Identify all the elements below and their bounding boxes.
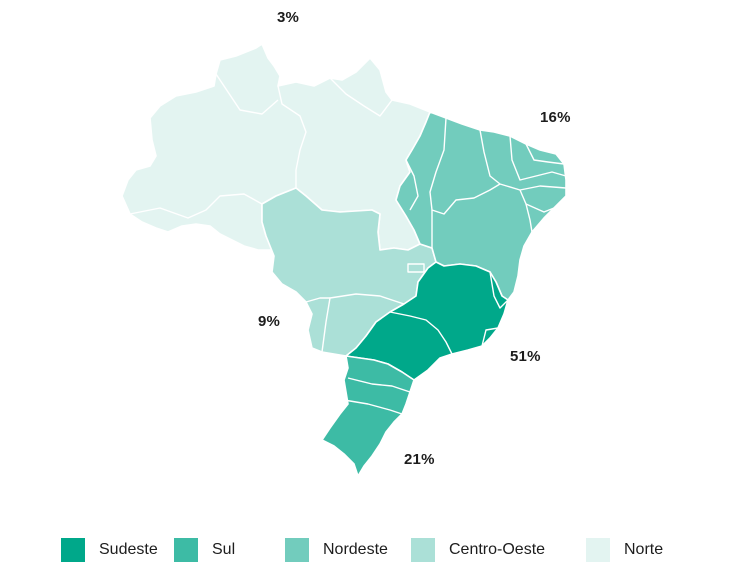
legend-label-sudeste: Sudeste — [99, 541, 158, 558]
legend-item-sul: Sul — [174, 538, 235, 562]
legend-swatch-centro-oeste — [411, 538, 435, 562]
centro-oeste-percent-label: 9% — [258, 313, 281, 330]
state-borders — [129, 73, 567, 415]
legend-label-norte: Norte — [624, 541, 664, 558]
legend: Sudeste Sul Nordeste Centro-Oeste Norte — [0, 530, 738, 570]
legend-swatch-sudeste — [61, 538, 85, 562]
legend-label-sul: Sul — [212, 541, 236, 558]
legend-label-nordeste: Nordeste — [323, 541, 388, 558]
legend-item-centro-oeste: Centro-Oeste — [411, 538, 545, 562]
legend-swatch-norte — [586, 538, 610, 562]
norte-percent-label: 3% — [277, 9, 300, 26]
legend-swatch-sul — [174, 538, 198, 562]
legend-item-nordeste: Nordeste — [285, 538, 388, 562]
sul-percent-label: 21% — [404, 451, 435, 468]
nordeste-percent-label: 16% — [540, 109, 571, 126]
legend-item-norte: Norte — [586, 538, 663, 562]
sudeste-percent-label: 51% — [510, 348, 541, 365]
legend-label-centro-oeste: Centro-Oeste — [449, 541, 546, 558]
region-sul — [321, 355, 415, 477]
legend-item-sudeste: Sudeste — [61, 538, 158, 562]
legend-swatch-nordeste — [285, 538, 309, 562]
